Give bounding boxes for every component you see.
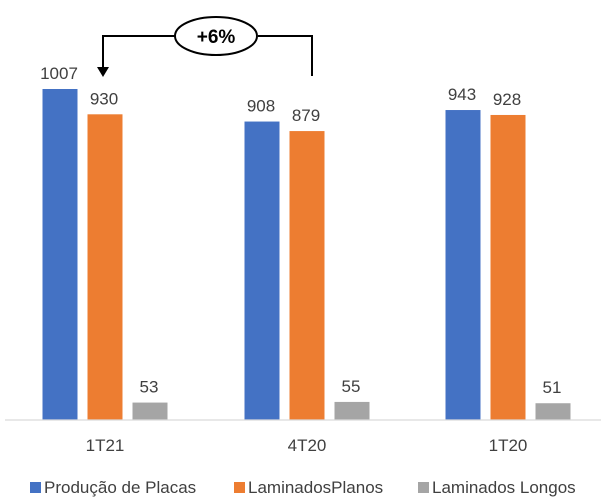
data-label-laminados-longos-1t20: 51 [543, 378, 562, 397]
data-label-laminados-longos-4t20: 55 [342, 377, 361, 396]
growth-annotation: +6% [97, 16, 313, 77]
annotation-text: +6% [197, 27, 236, 48]
bar-laminados-longos-1t21 [132, 402, 168, 420]
legend-swatch-laminadosplanos [234, 482, 245, 493]
bar-laminados-longos-4t20 [334, 401, 370, 420]
bar-produ-o-de-placas-1t20 [445, 110, 481, 420]
annotation-bracket-left [102, 35, 175, 68]
category-label-4t20: 4T20 [288, 436, 327, 455]
data-label-produ-o-de-placas-4t20: 908 [247, 97, 275, 116]
bar-laminadosplanos-4t20 [289, 131, 325, 420]
annotation-bubble [174, 16, 258, 56]
data-label-laminadosplanos-4t20: 879 [292, 106, 320, 125]
legend: Produção de Placas LaminadosPlanos Laminad… [30, 478, 576, 497]
data-label-produ-o-de-placas-1t20: 943 [448, 85, 476, 104]
annotation-arrowhead [97, 67, 109, 77]
bar-produ-o-de-placas-4t20 [244, 121, 280, 421]
data-label-laminadosplanos-1t20: 928 [493, 90, 521, 109]
legend-swatch-produ-o-de-placas [30, 482, 41, 493]
legend-label-laminadosplanos: LaminadosPlanos [248, 478, 383, 497]
annotation-bracket [258, 35, 313, 76]
data-label-laminadosplanos-1t21: 930 [90, 89, 118, 108]
data-labels-layer: 1007 930 53 908 879 55 943 928 51 [40, 64, 561, 397]
legend-swatch-laminados-longos [418, 482, 429, 493]
data-label-laminados-longos-1t21: 53 [140, 378, 159, 397]
bars-layer [42, 89, 571, 421]
bar-laminados-longos-1t20 [535, 403, 571, 420]
legend-label-produ-o-de-placas: Produção de Placas [44, 478, 196, 497]
legend-label-laminados-longos: Laminados Longos [432, 478, 576, 497]
category-labels-layer: 1T21 4T20 1T20 [86, 436, 528, 455]
bar-laminadosplanos-1t20 [490, 114, 526, 421]
category-label-1t20: 1T20 [489, 436, 528, 455]
category-label-1t21: 1T21 [86, 436, 125, 455]
bar-laminadosplanos-1t21 [87, 114, 123, 421]
data-label-produ-o-de-placas-1t21: 1007 [40, 64, 78, 83]
bar-produ-o-de-placas-1t21 [42, 89, 78, 420]
